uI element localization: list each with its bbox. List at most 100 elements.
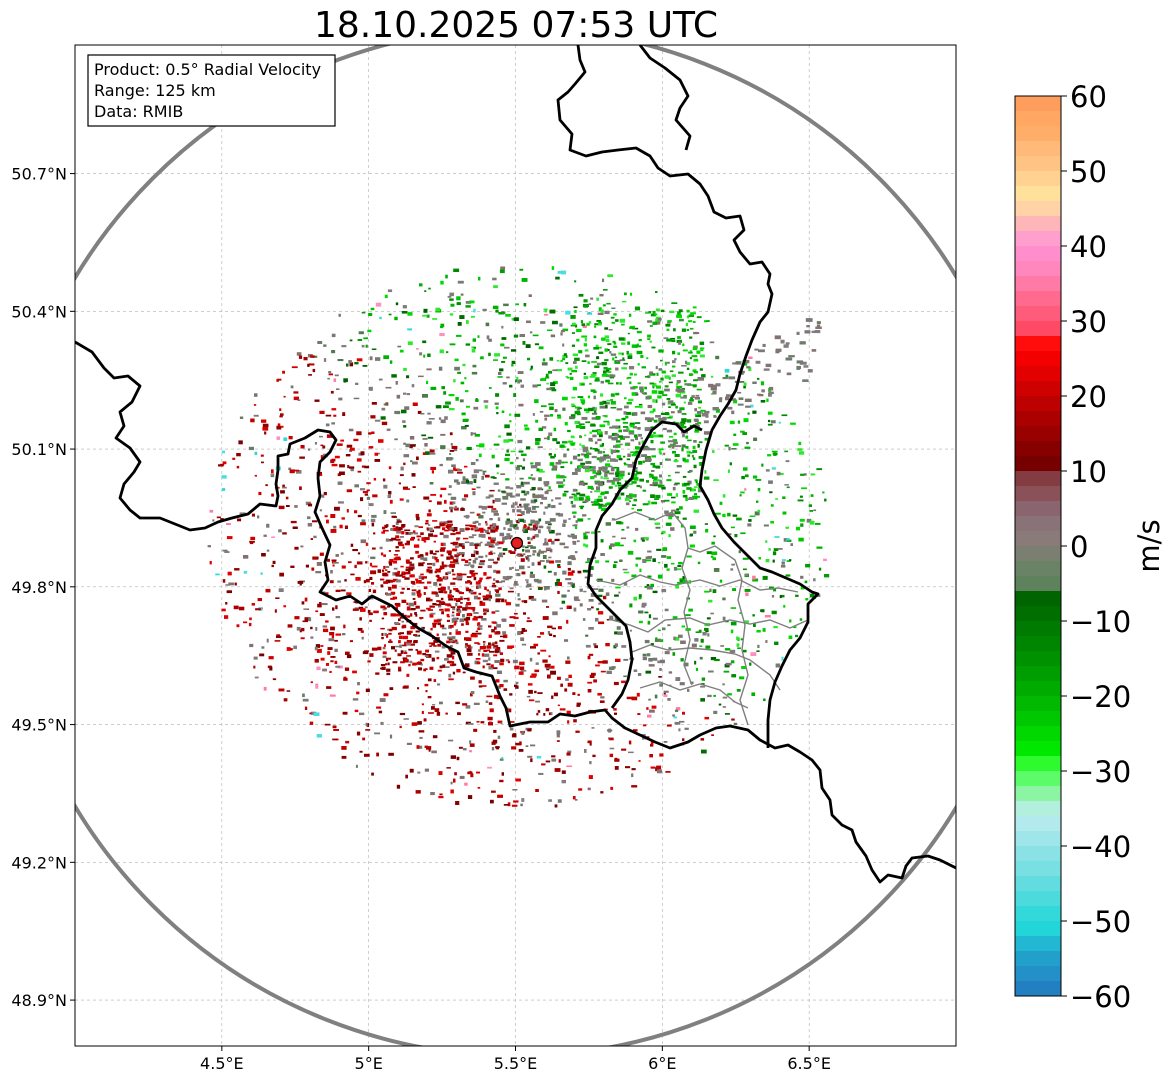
velocity-echo xyxy=(662,627,666,631)
velocity-echo xyxy=(682,490,686,494)
velocity-echo xyxy=(315,644,320,648)
velocity-echo xyxy=(757,509,761,513)
colorbar-band xyxy=(1015,291,1061,307)
velocity-echo xyxy=(540,632,545,635)
velocity-echo xyxy=(391,537,397,541)
velocity-echo xyxy=(698,456,704,459)
velocity-echo xyxy=(406,561,412,564)
velocity-echo xyxy=(595,617,599,622)
velocity-echo xyxy=(441,624,445,628)
velocity-echo xyxy=(312,520,318,523)
velocity-echo xyxy=(530,744,536,747)
velocity-echo xyxy=(568,674,572,678)
velocity-echo xyxy=(332,564,335,567)
velocity-echo xyxy=(437,577,442,579)
velocity-echo xyxy=(365,561,368,564)
velocity-echo xyxy=(406,602,409,606)
velocity-echo xyxy=(479,577,483,580)
velocity-echo xyxy=(483,610,487,613)
velocity-echo xyxy=(644,585,649,588)
velocity-echo xyxy=(675,393,681,398)
velocity-echo xyxy=(325,620,329,623)
velocity-echo xyxy=(669,444,673,448)
colorbar-band xyxy=(1015,201,1061,217)
velocity-echo xyxy=(730,607,737,609)
velocity-echo xyxy=(552,381,558,384)
velocity-echo xyxy=(502,495,509,500)
velocity-echo xyxy=(722,494,726,498)
velocity-echo xyxy=(331,635,334,639)
velocity-echo xyxy=(615,658,621,662)
velocity-echo xyxy=(567,582,573,585)
colorbar-band xyxy=(1015,801,1061,817)
velocity-echo xyxy=(369,576,373,580)
velocity-echo xyxy=(661,370,666,374)
velocity-echo xyxy=(501,618,507,622)
velocity-echo xyxy=(650,743,654,747)
velocity-echo xyxy=(606,670,612,674)
velocity-echo xyxy=(626,350,629,355)
velocity-echo xyxy=(618,457,623,461)
velocity-echo xyxy=(342,412,346,416)
velocity-echo xyxy=(683,401,686,404)
velocity-echo xyxy=(648,698,651,701)
velocity-echo xyxy=(796,360,804,364)
velocity-echo xyxy=(261,419,267,423)
velocity-echo xyxy=(439,665,443,669)
velocity-echo xyxy=(583,304,588,308)
velocity-echo xyxy=(538,772,544,775)
velocity-echo xyxy=(363,650,369,652)
velocity-echo xyxy=(613,345,617,348)
info-box-frame xyxy=(87,54,336,127)
velocity-echo xyxy=(532,535,536,539)
colorbar-band xyxy=(1015,336,1061,352)
velocity-echo xyxy=(473,550,477,554)
velocity-echo xyxy=(332,725,337,729)
colorbar-band xyxy=(1015,246,1061,262)
velocity-echo xyxy=(530,519,535,524)
velocity-echo xyxy=(372,589,377,594)
velocity-echo xyxy=(628,313,632,317)
velocity-echo xyxy=(606,479,614,483)
velocity-echo xyxy=(619,470,625,474)
velocity-echo xyxy=(496,670,502,674)
velocity-echo xyxy=(713,415,717,418)
velocity-echo xyxy=(330,390,334,394)
velocity-echo xyxy=(666,338,672,342)
velocity-echo xyxy=(694,430,700,433)
colorbar-band xyxy=(1015,936,1061,952)
velocity-echo xyxy=(731,718,735,721)
velocity-echo xyxy=(599,405,606,409)
velocity-echo xyxy=(736,636,739,641)
velocity-echo xyxy=(562,354,566,359)
velocity-echo xyxy=(695,631,700,633)
velocity-echo xyxy=(497,794,503,798)
velocity-echo xyxy=(326,434,333,438)
velocity-echo xyxy=(695,394,700,397)
velocity-echo xyxy=(370,556,376,560)
y-tick-label: 50.7°N xyxy=(11,165,67,184)
colorbar-tick-label: −60 xyxy=(1070,980,1131,1014)
velocity-echo xyxy=(311,567,315,571)
velocity-echo xyxy=(616,626,621,630)
colorbar-band xyxy=(1015,546,1061,562)
velocity-echo xyxy=(523,493,527,496)
velocity-echo xyxy=(578,293,584,297)
velocity-echo xyxy=(656,372,659,376)
velocity-echo xyxy=(392,596,398,600)
colorbar-band xyxy=(1015,756,1061,772)
velocity-echo xyxy=(570,414,576,419)
velocity-echo xyxy=(659,668,662,671)
velocity-echo xyxy=(395,526,399,529)
velocity-echo xyxy=(356,731,361,736)
velocity-echo xyxy=(749,662,752,666)
velocity-echo xyxy=(800,575,804,579)
velocity-echo xyxy=(748,519,752,522)
velocity-echo xyxy=(458,554,461,556)
velocity-echo xyxy=(448,394,455,397)
velocity-echo xyxy=(560,683,563,687)
province-boundary xyxy=(631,644,781,691)
velocity-echo xyxy=(396,394,401,399)
velocity-echo xyxy=(409,630,413,633)
velocity-echo xyxy=(573,361,577,364)
